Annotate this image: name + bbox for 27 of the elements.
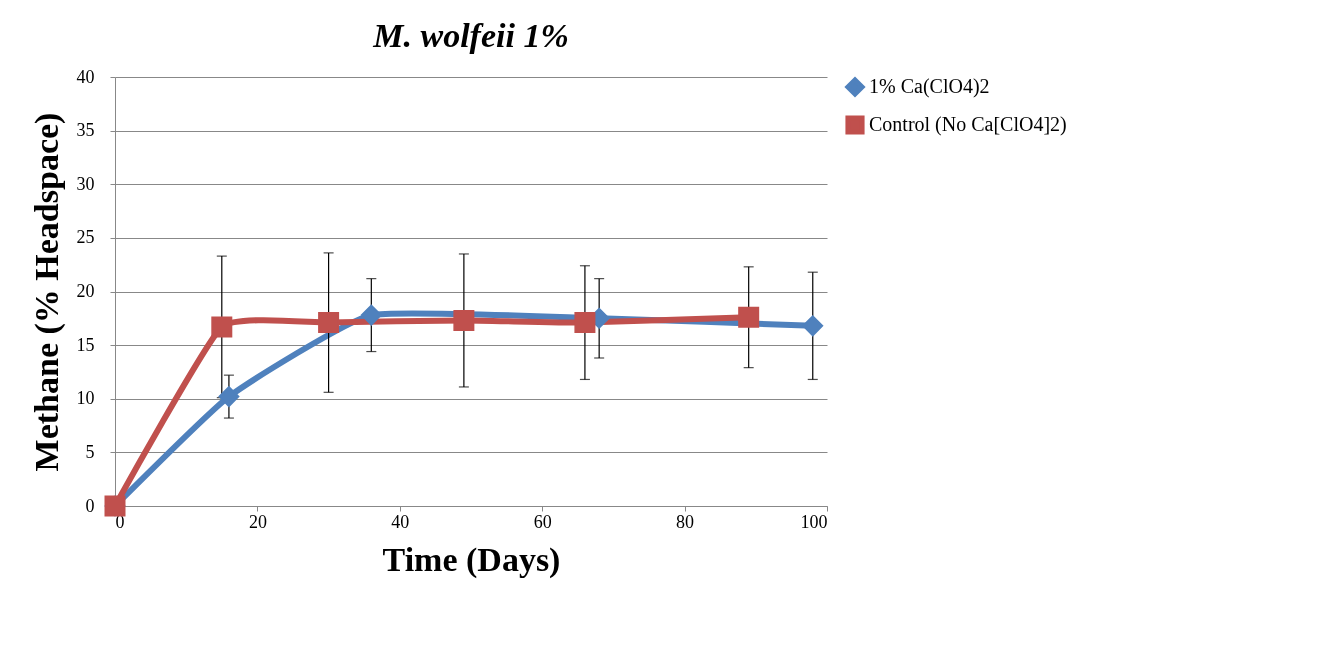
y-tick-label: 30 — [76, 173, 95, 194]
y-tick-label: 10 — [76, 388, 95, 409]
y-tick-label: 40 — [76, 66, 95, 87]
y-tick-label: 15 — [76, 334, 95, 355]
x-tick-label: 80 — [676, 511, 695, 532]
point — [211, 316, 233, 338]
legend-label: Control (No Ca[ClO4]2) — [869, 113, 1067, 136]
point — [318, 312, 340, 334]
point — [218, 386, 240, 408]
y-tick-label: 0 — [85, 495, 95, 516]
y-tick-label: 35 — [76, 120, 95, 141]
y-tick-label: 5 — [85, 441, 95, 462]
y-tick-label: 25 — [76, 227, 95, 248]
point — [453, 309, 475, 331]
x-tick-label: 100 — [800, 511, 828, 532]
x-tick-label: 20 — [248, 511, 267, 532]
point — [360, 304, 382, 326]
point — [802, 315, 824, 337]
x-tick-label: 40 — [391, 511, 410, 532]
y-tick-label: 20 — [76, 281, 95, 301]
x-tick-label: 60 — [533, 511, 552, 532]
legend-label: 1% Ca(ClO4)2 — [869, 75, 990, 98]
y-axis-title: Methane (% Headspace) — [27, 112, 66, 472]
chart-title: M. wolfeii 1% — [372, 17, 569, 54]
point — [738, 306, 760, 328]
point — [574, 312, 596, 334]
x-axis-title: Time (Days) — [382, 540, 561, 579]
